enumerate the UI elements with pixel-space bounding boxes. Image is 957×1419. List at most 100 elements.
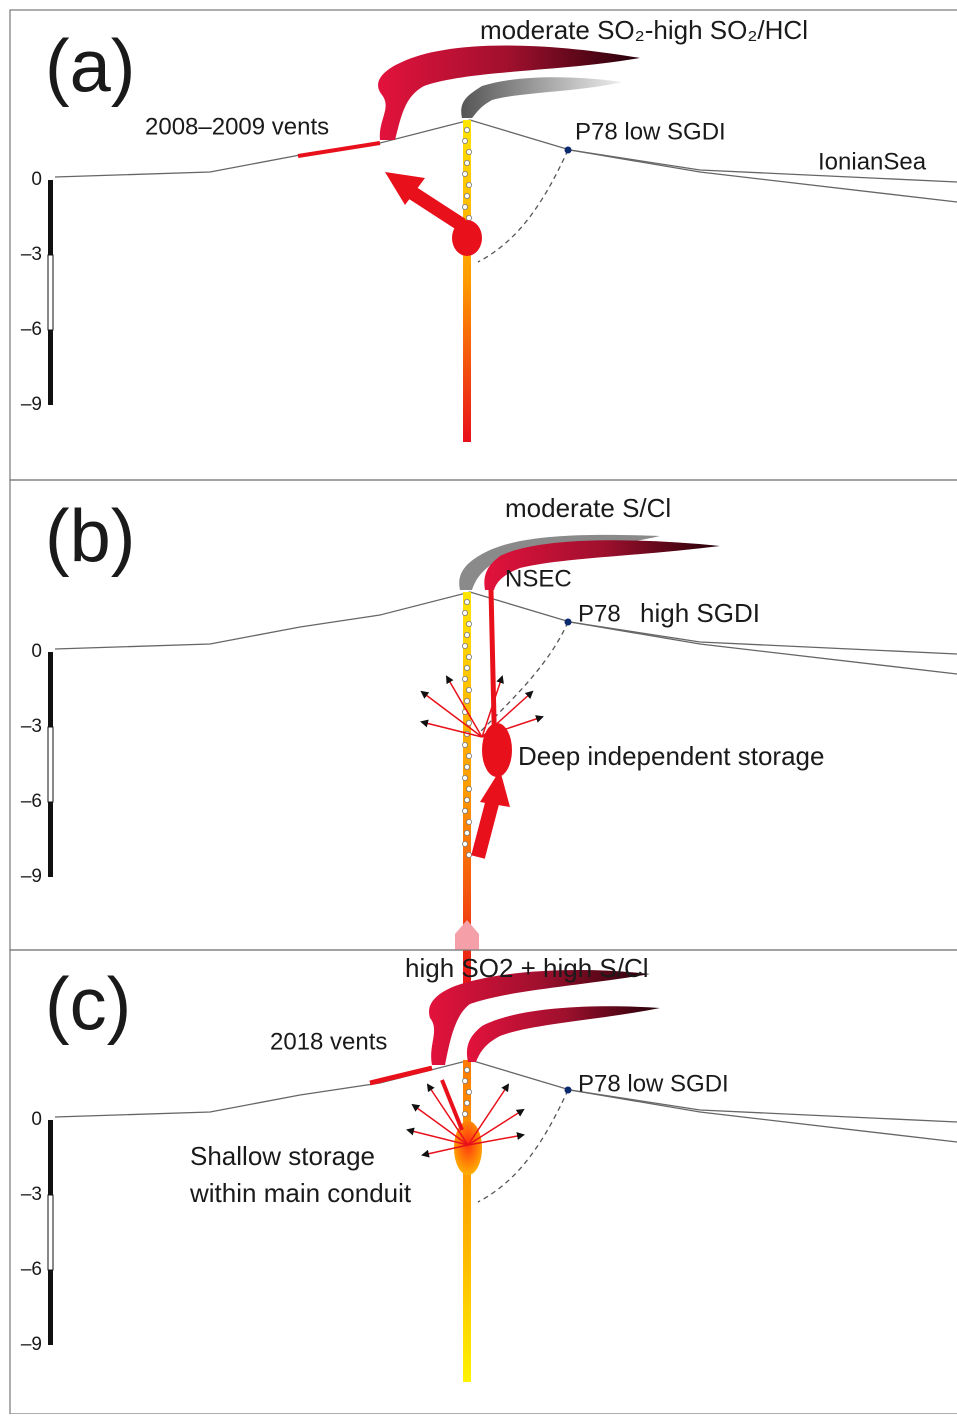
magma-arrow — [440, 1079, 464, 1131]
storage-label: within main conduit — [189, 1178, 412, 1208]
scale-bar — [48, 802, 53, 877]
recharge-arrow — [455, 920, 479, 950]
station-note: high SGDI — [640, 598, 760, 628]
bubble — [463, 631, 470, 638]
topography — [569, 621, 957, 675]
station — [564, 1086, 572, 1094]
scale-bar — [48, 180, 53, 255]
bubble — [461, 840, 468, 847]
gas-arrow — [426, 1083, 469, 1146]
bubble — [463, 1067, 470, 1074]
storage-label: Deep independent storage — [518, 741, 824, 771]
gas-arrow — [420, 719, 483, 738]
panel: 0 –3 –6 –9 (c) high SO2 + high S/Cl 2018 vents… — [21, 953, 957, 1382]
depth-tick-label: –9 — [21, 1334, 42, 1355]
bubble — [461, 203, 468, 210]
depth-tick-label: –6 — [21, 1259, 42, 1280]
gas-arrow — [481, 675, 504, 738]
sea-label: IonianSea — [818, 148, 927, 175]
plume-label: moderate SO₂-high SO₂/HCl — [480, 15, 808, 45]
bubble — [463, 192, 470, 199]
bubble — [465, 851, 472, 858]
gas-path — [477, 1089, 569, 1203]
topography — [54, 1059, 957, 1123]
bubble — [461, 1110, 468, 1117]
vent-label: NSEC — [505, 565, 572, 592]
scale-bar — [48, 330, 53, 405]
depth-tick-label: –3 — [21, 716, 42, 737]
bubble — [463, 1099, 470, 1106]
vent-fissure — [297, 141, 381, 158]
scale-bar — [47, 1194, 54, 1271]
bubble — [463, 599, 470, 606]
plume-label: high SO2 + high S/Cl — [405, 953, 649, 983]
bubble — [461, 774, 468, 781]
gas-path — [479, 621, 569, 733]
scale-bar — [48, 1270, 53, 1345]
depth-tick-label: 0 — [31, 169, 42, 190]
bubble — [465, 752, 472, 759]
bubble — [463, 664, 470, 671]
label: (a) — [45, 25, 135, 108]
gas-arrow — [411, 1103, 469, 1146]
gas-arrow — [467, 1083, 510, 1146]
station-label: P78 low SGDI — [578, 1070, 729, 1097]
depth-tick-label: –6 — [21, 319, 42, 340]
depth-tick-label: –3 — [21, 1184, 42, 1205]
depth-tick-label: –9 — [21, 866, 42, 887]
bubble — [461, 675, 468, 682]
depth-tick-label: –9 — [21, 394, 42, 415]
scale-bar — [48, 652, 53, 727]
conduit — [463, 1060, 471, 1382]
bubble — [465, 148, 472, 155]
bubble — [463, 796, 470, 803]
depth-tick-label: –6 — [21, 791, 42, 812]
bubble — [465, 1088, 472, 1095]
plume — [466, 1006, 660, 1062]
gas-arrow — [420, 690, 483, 738]
depth-tick-label: –3 — [21, 244, 42, 265]
bubble — [465, 818, 472, 825]
topography — [569, 149, 957, 203]
panel-frame — [9, 949, 957, 1415]
plume — [459, 534, 660, 590]
depth-tick-label: 0 — [31, 1109, 42, 1130]
bubble — [461, 609, 468, 616]
plume — [378, 45, 640, 140]
magma-chamber — [482, 723, 512, 777]
scale-bar — [47, 254, 54, 331]
label: (b) — [45, 495, 135, 578]
bubble — [463, 159, 470, 166]
bubble — [465, 214, 472, 221]
depth-tick-label: 0 — [31, 641, 42, 662]
arrow-head — [480, 770, 510, 807]
bubble — [461, 137, 468, 144]
conduit — [463, 592, 471, 992]
bubble — [465, 181, 472, 188]
bubble — [465, 719, 472, 726]
scale-bar — [47, 726, 54, 803]
bubble — [465, 686, 472, 693]
bubble — [461, 642, 468, 649]
topography — [54, 591, 957, 655]
panel: 0 –3 –6 –9 (a) moderate SO₂-high SO₂/HCl 2008–… — [21, 15, 957, 442]
bubble — [465, 620, 472, 627]
topography — [569, 1089, 957, 1143]
plume-label: moderate S/Cl — [505, 493, 671, 523]
station-label: P78 — [578, 600, 621, 627]
gas-arrow — [481, 715, 544, 738]
plume — [461, 77, 622, 118]
gas-arrow — [421, 1144, 469, 1158]
vent-fissure — [369, 1065, 433, 1086]
panel-frame — [9, 9, 957, 481]
vents-label: 2018 vents — [270, 1028, 387, 1055]
gas-arrow — [481, 690, 534, 738]
gas-path — [477, 149, 569, 263]
bubble — [463, 127, 470, 134]
bubble — [461, 807, 468, 814]
topography — [54, 119, 957, 183]
bubble — [465, 785, 472, 792]
magma-arrow — [404, 184, 466, 231]
gas-arrow — [467, 1132, 525, 1146]
